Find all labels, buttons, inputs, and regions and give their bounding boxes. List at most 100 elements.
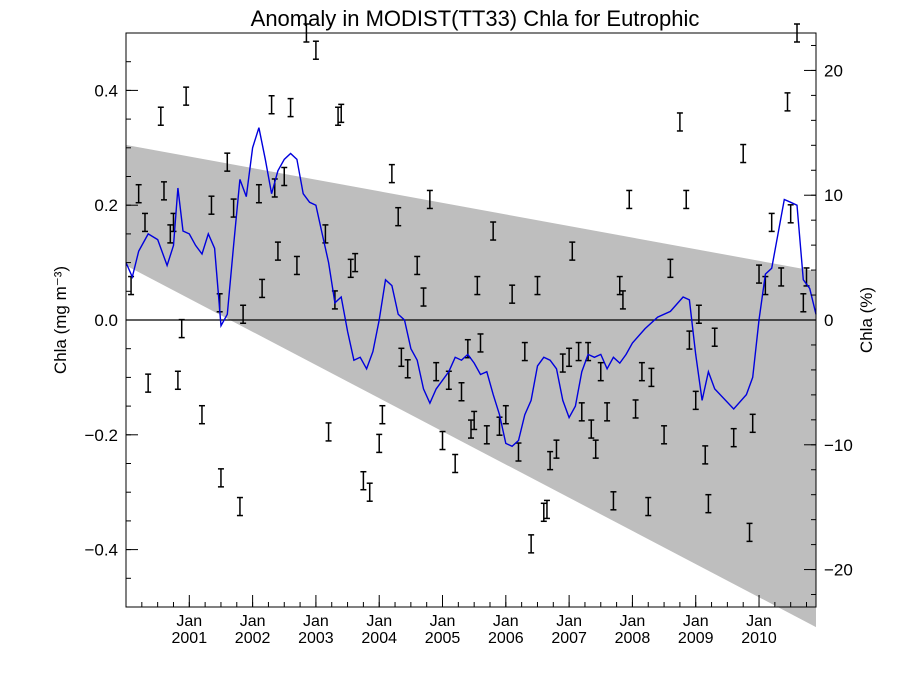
error-bar <box>667 258 674 279</box>
error-bar <box>217 468 224 488</box>
x-tick-label-month: Jan <box>430 613 456 630</box>
error-bar <box>404 359 411 379</box>
smoothed-series-line <box>125 127 817 448</box>
error-bar <box>695 304 702 325</box>
error-bar <box>490 221 497 241</box>
y-axis-left-label: Chla (mg m⁻³) <box>51 266 70 374</box>
error-bar <box>578 402 585 422</box>
error-bar <box>388 163 395 184</box>
y-right-tick-label: −10 <box>824 436 853 455</box>
error-bar <box>683 189 690 210</box>
x-tick-label-year: 2002 <box>235 630 271 647</box>
error-bar <box>749 413 756 434</box>
error-bar <box>160 181 167 201</box>
error-bar <box>178 318 185 339</box>
error-bar <box>543 499 550 520</box>
error-bar <box>198 404 205 425</box>
error-bar <box>398 347 405 368</box>
plot-area <box>125 23 817 628</box>
error-bar <box>648 367 655 388</box>
error-bar <box>141 212 148 233</box>
error-bar <box>616 275 623 296</box>
error-bar <box>255 183 262 204</box>
error-bar <box>800 293 807 313</box>
error-bar <box>335 106 342 126</box>
error-bar <box>746 522 753 543</box>
error-bar <box>559 353 566 373</box>
error-bar <box>439 430 446 451</box>
error-bar <box>477 333 484 353</box>
error-bar <box>458 382 465 402</box>
error-bar <box>597 361 604 382</box>
y-left-tick-label: 0.2 <box>94 196 118 215</box>
y-left-tick-label: 0.4 <box>94 81 118 100</box>
error-bar <box>379 404 386 425</box>
error-bar <box>692 390 699 411</box>
error-bar <box>281 166 288 187</box>
error-bar <box>645 496 652 517</box>
error-bar <box>366 482 373 502</box>
error-bar <box>420 287 427 307</box>
x-tick-label-month: Jan <box>366 613 392 630</box>
error-bar <box>575 341 582 362</box>
chart-title: Anomaly in MODIST(TT33) Chla for Eutroph… <box>251 6 700 31</box>
axes-group: Jan2001Jan2002Jan2003Jan2004Jan2005Jan20… <box>84 32 853 647</box>
x-tick-label-year: 2004 <box>361 630 397 647</box>
error-bar <box>569 241 576 261</box>
error-bar <box>352 252 359 273</box>
error-bar <box>183 86 190 106</box>
error-bar <box>661 425 668 445</box>
error-bar <box>268 95 275 115</box>
error-bar <box>426 189 433 210</box>
error-bar <box>711 327 718 347</box>
y-right-tick-label: 20 <box>824 61 843 80</box>
x-tick-label-month: Jan <box>240 613 266 630</box>
y-left-tick-label: 0.0 <box>94 311 118 330</box>
error-bar <box>592 439 599 459</box>
error-bar <box>588 419 595 439</box>
error-bar <box>768 212 775 233</box>
y-axis-right-label: Chla (%) <box>857 287 876 353</box>
error-bar <box>730 427 737 448</box>
y-right-tick-label: 0 <box>824 311 833 330</box>
error-bar <box>604 402 611 422</box>
x-tick-label-month: Jan <box>493 613 519 630</box>
error-bar <box>534 275 541 296</box>
y-left-tick-label: −0.2 <box>84 426 118 445</box>
error-bar <box>553 439 560 459</box>
trend-band <box>126 144 816 628</box>
error-bar <box>157 106 164 126</box>
x-tick-label-year: 2005 <box>425 630 461 647</box>
error-bar <box>414 255 421 276</box>
error-bar <box>784 92 791 112</box>
error-bar <box>705 493 712 514</box>
error-bar <box>240 304 247 325</box>
error-bar <box>167 224 174 244</box>
x-tick-label-month: Jan <box>683 613 709 630</box>
error-bar <box>547 450 554 471</box>
error-bar <box>145 373 152 393</box>
error-bar <box>452 453 459 474</box>
error-bar <box>325 422 332 442</box>
error-bar <box>509 284 516 304</box>
error-bar <box>756 264 763 284</box>
error-bar <box>347 258 354 279</box>
error-bar <box>676 112 683 132</box>
error-bar <box>322 224 329 244</box>
error-bar <box>293 255 300 276</box>
error-bar <box>626 189 633 210</box>
error-bar <box>638 361 645 382</box>
error-bar <box>619 290 626 310</box>
error-bar <box>787 204 794 224</box>
error-bar <box>433 361 440 382</box>
x-tick-label-month: Jan <box>176 613 202 630</box>
error-bars-group <box>128 23 810 554</box>
x-tick-label-year: 2006 <box>488 630 524 647</box>
error-bar <box>610 491 617 511</box>
error-bar <box>338 103 345 124</box>
error-bar <box>502 404 509 425</box>
error-bar <box>686 330 693 350</box>
error-bar <box>274 241 281 261</box>
error-bar <box>208 195 215 215</box>
